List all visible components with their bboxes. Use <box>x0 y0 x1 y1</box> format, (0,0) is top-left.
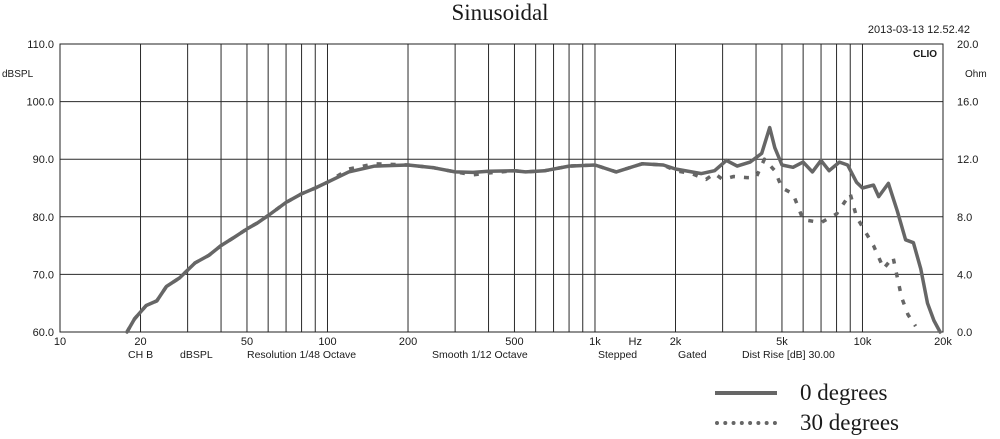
y2-tick-label: 20.0 <box>957 39 978 51</box>
footer-label: Dist Rise [dB] 30.00 <box>742 349 835 361</box>
x-tick-label: 2k <box>670 336 682 348</box>
grid <box>60 43 944 333</box>
series-line-30-degrees <box>125 157 918 333</box>
x-tick-label: 100 <box>318 336 336 348</box>
footer-label: Resolution 1/48 Octave <box>247 349 356 361</box>
legend-swatch-solid <box>715 391 777 395</box>
y-tick-label: 80.0 <box>33 212 54 224</box>
x-tick-label: 10k <box>854 336 872 348</box>
x-tick-label: 500 <box>505 336 523 348</box>
footer-label: CH B <box>128 349 153 361</box>
y-tick-label: 90.0 <box>33 154 54 166</box>
x-tick-label: 20k <box>934 336 952 348</box>
chart-title: Sinusoidal <box>451 0 549 25</box>
y-tick-label: 70.0 <box>33 269 54 281</box>
x-tick-label: 5k <box>776 336 788 348</box>
y2-tick-label: 8.0 <box>957 212 972 224</box>
footer-label: dBSPL <box>180 349 213 361</box>
x-tick-label: 200 <box>399 336 417 348</box>
y2-tick-label: 12.0 <box>957 154 978 166</box>
footer-label: Stepped <box>598 349 637 361</box>
legend-swatch-dotted <box>715 421 777 425</box>
x-tick-label: 10 <box>54 336 66 348</box>
y-tick-label: 110.0 <box>27 39 54 51</box>
legend-label: 30 degrees <box>800 410 899 435</box>
footer-label: Gated <box>678 349 707 361</box>
y2-tick-label: 0.0 <box>957 327 972 339</box>
x-tick-label: 50 <box>241 336 253 348</box>
y-tick-label: 100.0 <box>26 97 54 109</box>
y2-tick-label: 16.0 <box>957 97 978 109</box>
y2-axis-label: Ohm <box>965 69 987 80</box>
series-line-0-degrees <box>125 125 942 334</box>
brand-logo: CLIO <box>913 49 937 60</box>
x-tick-label: 20 <box>134 336 146 348</box>
plot-frame <box>59 43 944 333</box>
legend-label: 0 degrees <box>800 380 888 405</box>
series-layer <box>125 125 942 334</box>
axis-labels: 60.0 70.0 80.0 90.0 100.0 110.0 0.0 4.0 8.0 12.0 1… <box>2 39 987 361</box>
x-tick-label: Hz <box>629 336 642 348</box>
y-axis-label: dBSPL <box>2 69 34 80</box>
y2-tick-label: 4.0 <box>957 269 972 281</box>
x-tick-label: 1k <box>589 336 601 348</box>
timestamp: 2013-03-13 12.52.42 <box>867 24 970 36</box>
y-tick-label: 60.0 <box>33 327 54 339</box>
footer-label: Smooth 1/12 Octave <box>432 349 528 361</box>
